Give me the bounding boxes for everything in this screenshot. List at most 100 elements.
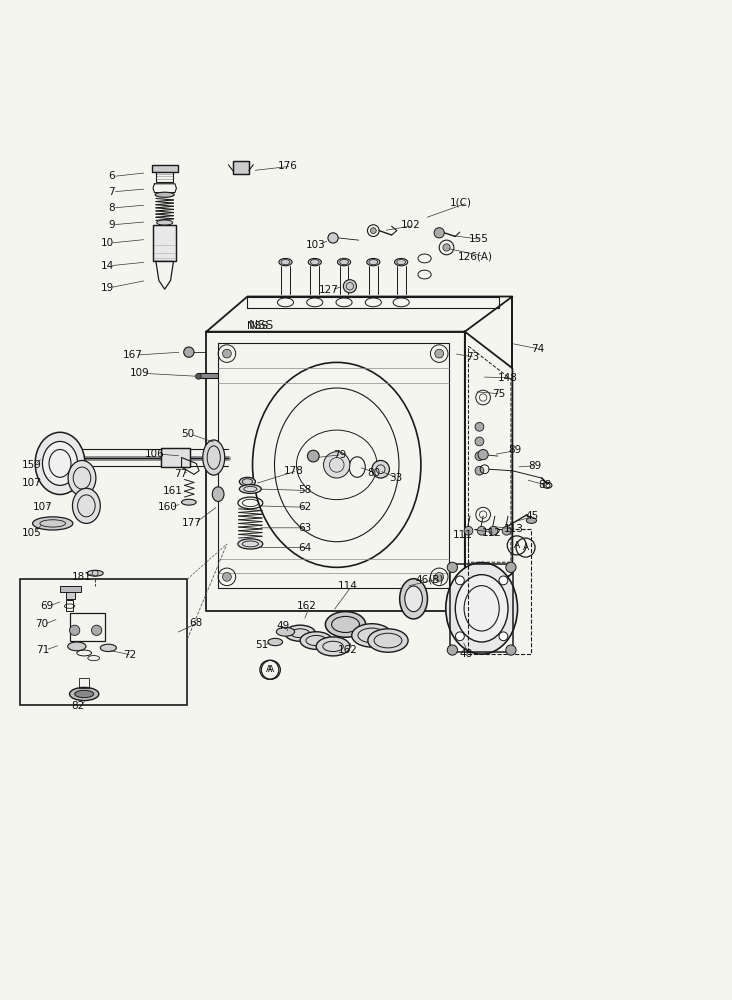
Ellipse shape <box>337 258 351 266</box>
Text: 74: 74 <box>531 344 545 354</box>
Circle shape <box>475 466 484 475</box>
Circle shape <box>478 449 488 460</box>
Ellipse shape <box>400 579 427 619</box>
Circle shape <box>324 452 350 478</box>
Text: 46(B): 46(B) <box>416 574 444 584</box>
Ellipse shape <box>212 487 224 501</box>
Text: 160: 160 <box>157 502 177 512</box>
Text: 64: 64 <box>299 543 312 553</box>
Text: 69: 69 <box>40 601 53 611</box>
Circle shape <box>502 526 511 535</box>
Bar <box>66 586 75 599</box>
Text: 89: 89 <box>529 461 542 471</box>
Text: 8: 8 <box>108 203 115 213</box>
Text: 14: 14 <box>101 261 114 271</box>
Text: 167: 167 <box>123 350 143 360</box>
Text: 70: 70 <box>35 619 48 629</box>
Ellipse shape <box>238 539 263 549</box>
Ellipse shape <box>32 517 72 530</box>
Text: 159: 159 <box>22 460 42 470</box>
Ellipse shape <box>239 477 255 486</box>
Circle shape <box>435 572 444 581</box>
Ellipse shape <box>268 638 283 646</box>
Text: 45: 45 <box>526 511 539 521</box>
Ellipse shape <box>276 627 294 636</box>
Circle shape <box>475 452 484 460</box>
Circle shape <box>475 422 484 431</box>
Ellipse shape <box>279 258 292 266</box>
Text: 181: 181 <box>72 572 92 582</box>
Ellipse shape <box>455 575 508 642</box>
Text: 10: 10 <box>101 238 114 248</box>
Circle shape <box>455 576 464 585</box>
Text: 103: 103 <box>306 240 326 250</box>
Bar <box>20 579 187 705</box>
Text: 112: 112 <box>482 528 501 538</box>
Text: 114: 114 <box>338 581 358 591</box>
Bar <box>152 165 178 172</box>
Circle shape <box>195 373 201 379</box>
Ellipse shape <box>75 690 94 698</box>
Text: 162: 162 <box>296 601 316 611</box>
Circle shape <box>499 576 508 585</box>
Circle shape <box>343 280 356 293</box>
Text: 162: 162 <box>338 645 358 655</box>
Circle shape <box>370 228 376 234</box>
Circle shape <box>372 460 389 478</box>
Text: 77: 77 <box>174 469 187 479</box>
Text: 63: 63 <box>299 523 312 533</box>
Circle shape <box>455 632 464 641</box>
Ellipse shape <box>203 440 225 475</box>
Text: 126(A): 126(A) <box>458 251 493 261</box>
Ellipse shape <box>67 642 86 651</box>
Ellipse shape <box>300 632 332 649</box>
Text: NSS: NSS <box>247 321 269 331</box>
Text: 107: 107 <box>22 478 42 488</box>
Ellipse shape <box>100 644 116 652</box>
Ellipse shape <box>446 563 518 654</box>
Text: 161: 161 <box>163 486 182 496</box>
Circle shape <box>447 562 458 572</box>
Text: 88: 88 <box>538 480 551 490</box>
Text: 1(C): 1(C) <box>450 198 472 208</box>
Ellipse shape <box>367 258 380 266</box>
Text: NSS: NSS <box>249 319 274 332</box>
Text: 58: 58 <box>299 485 312 495</box>
Text: 9: 9 <box>108 220 115 230</box>
Bar <box>450 564 513 652</box>
Text: 178: 178 <box>284 466 304 476</box>
Text: A: A <box>266 665 272 674</box>
Text: 50: 50 <box>182 429 195 439</box>
Ellipse shape <box>42 441 78 485</box>
Ellipse shape <box>68 460 96 496</box>
Text: 51: 51 <box>255 640 268 650</box>
Circle shape <box>434 228 444 238</box>
Ellipse shape <box>308 258 321 266</box>
Text: 105: 105 <box>22 528 42 538</box>
Ellipse shape <box>405 586 422 612</box>
Bar <box>233 161 249 174</box>
Bar <box>70 613 105 641</box>
Circle shape <box>307 450 319 462</box>
Ellipse shape <box>87 570 103 576</box>
Text: 79: 79 <box>333 450 346 460</box>
Text: 72: 72 <box>123 650 136 660</box>
Text: 107: 107 <box>33 502 53 512</box>
Text: 127: 127 <box>318 285 338 295</box>
Ellipse shape <box>325 612 365 637</box>
Ellipse shape <box>70 687 99 701</box>
Circle shape <box>443 244 450 251</box>
Circle shape <box>506 562 516 572</box>
Circle shape <box>328 233 338 243</box>
Text: 75: 75 <box>492 389 505 399</box>
Bar <box>153 225 176 261</box>
Circle shape <box>475 437 484 446</box>
Circle shape <box>184 347 194 357</box>
Circle shape <box>70 625 80 635</box>
Circle shape <box>223 349 231 358</box>
Text: 176: 176 <box>278 161 298 171</box>
Circle shape <box>464 526 473 535</box>
Text: 33: 33 <box>389 473 403 483</box>
Ellipse shape <box>285 625 315 641</box>
Text: A: A <box>523 543 529 552</box>
